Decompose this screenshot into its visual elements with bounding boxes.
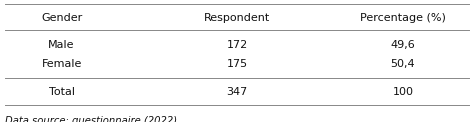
Text: Total: Total — [49, 87, 74, 97]
Text: Percentage (%): Percentage (%) — [360, 13, 446, 23]
Text: Respondent: Respondent — [204, 13, 270, 23]
Text: Gender: Gender — [41, 13, 82, 23]
Text: 347: 347 — [227, 87, 247, 97]
Text: Data source: questionnaire (2022): Data source: questionnaire (2022) — [5, 116, 177, 122]
Text: 175: 175 — [227, 59, 247, 69]
Text: 49,6: 49,6 — [391, 40, 415, 50]
Text: 50,4: 50,4 — [391, 59, 415, 69]
Text: Male: Male — [48, 40, 75, 50]
Text: 100: 100 — [392, 87, 413, 97]
Text: 172: 172 — [227, 40, 247, 50]
Text: Female: Female — [41, 59, 82, 69]
